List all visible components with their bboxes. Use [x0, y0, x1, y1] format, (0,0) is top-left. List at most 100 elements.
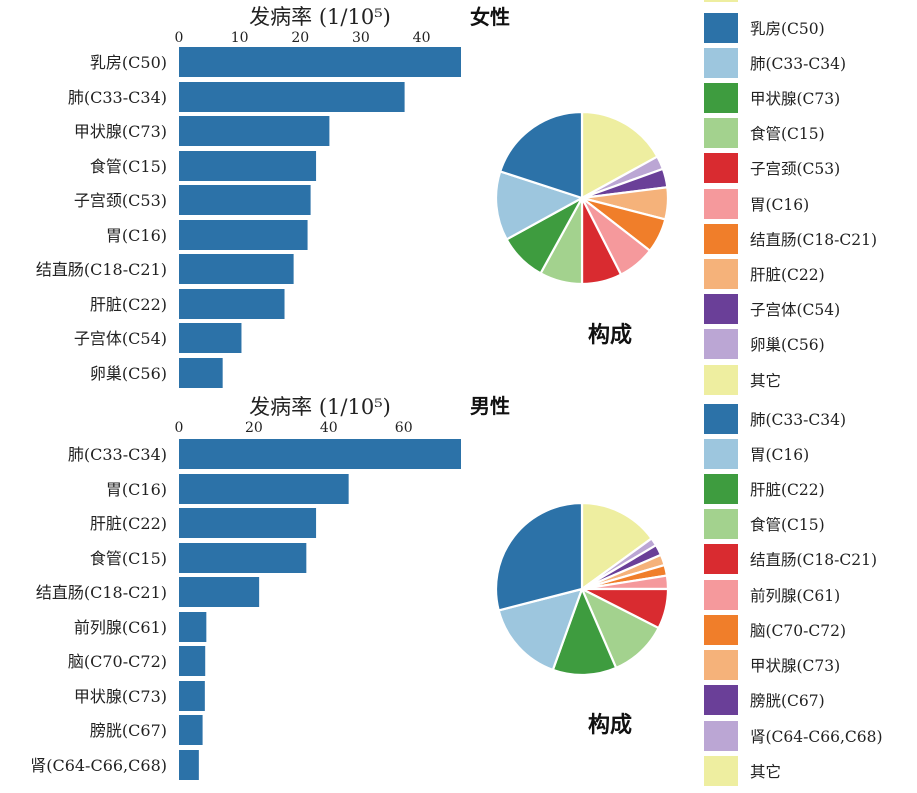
legend-swatch — [704, 153, 738, 183]
pie-title: 构成 — [588, 712, 632, 738]
bar — [179, 439, 461, 469]
bar — [179, 185, 311, 215]
legend-swatch — [704, 650, 738, 680]
legend-swatch — [704, 365, 738, 395]
bar — [179, 750, 199, 780]
legend-label: 肝脏(C22) — [750, 266, 825, 284]
bar — [179, 577, 260, 607]
category-label: 结直肠(C18-C21) — [36, 260, 167, 279]
category-label: 甲状腺(C73) — [74, 122, 167, 141]
category-label: 胃(C16) — [106, 480, 167, 499]
bar — [179, 151, 317, 181]
category-label: 肾(C64-C66,C68) — [30, 756, 167, 775]
pie-slice — [551, 586, 618, 677]
category-label: 肺(C33-C34) — [68, 445, 167, 464]
legend-label: 甲状腺(C73) — [750, 657, 840, 675]
category-label: 甲状腺(C73) — [74, 687, 167, 706]
legend-label: 子宫颈(C53) — [750, 160, 840, 178]
x-tick-label: 20 — [245, 420, 263, 436]
legend-label: 乳房(C50) — [750, 20, 825, 38]
category-label: 胃(C16) — [106, 226, 167, 245]
legend-swatch — [704, 83, 738, 113]
legend-swatch — [704, 685, 738, 715]
bar — [179, 543, 307, 573]
bar — [179, 47, 461, 77]
x-tick-label: 0 — [175, 420, 184, 436]
bar — [179, 323, 242, 353]
legend-swatch — [704, 259, 738, 289]
x-tick-label: 40 — [413, 30, 431, 46]
legend-label: 其它 — [750, 763, 781, 781]
category-label: 肝脏(C22) — [90, 295, 167, 314]
legend-swatch — [704, 224, 738, 254]
bar — [179, 289, 285, 319]
legend-swatch — [704, 580, 738, 610]
legend-label: 肺(C33-C34) — [750, 411, 846, 429]
pie-slice — [580, 501, 654, 592]
group-label: 女性 — [470, 5, 510, 29]
bar — [179, 508, 317, 538]
x-tick-label: 10 — [231, 30, 249, 46]
pie-slice — [580, 110, 659, 200]
x-tick-label: 20 — [291, 30, 309, 46]
legend-swatch — [704, 474, 738, 504]
legend-swatch — [704, 509, 738, 539]
bar — [179, 474, 349, 504]
legend-label: 胃(C16) — [750, 446, 809, 464]
x-axis-title: 发病率 (1/10⁵) — [249, 395, 391, 419]
legend-label: 胃(C16) — [750, 196, 809, 214]
x-tick-label: 0 — [175, 30, 184, 46]
bar — [179, 646, 206, 676]
category-label: 结直肠(C18-C21) — [36, 583, 167, 602]
legend-swatch — [704, 756, 738, 786]
bar — [179, 612, 207, 642]
bar — [179, 220, 308, 250]
legend-label: 结直肠(C18-C21) — [750, 551, 877, 569]
pie-slice — [498, 110, 584, 200]
pie-slice — [497, 587, 584, 672]
category-label: 卵巢(C56) — [90, 364, 167, 383]
category-label: 子宫颈(C53) — [74, 191, 167, 210]
bar — [179, 681, 205, 711]
legend-swatch-clipped — [704, 0, 738, 2]
legend-label: 肾(C64-C66,C68) — [750, 728, 883, 746]
legend-swatch — [704, 118, 738, 148]
legend-label: 食管(C15) — [750, 125, 825, 143]
category-label: 食管(C15) — [90, 157, 167, 176]
legend-label: 子宫体(C54) — [750, 301, 840, 319]
x-tick-label: 60 — [395, 420, 413, 436]
legend-swatch — [704, 544, 738, 574]
category-label: 膀胱(C67) — [90, 721, 167, 740]
category-label: 乳房(C50) — [90, 53, 167, 72]
pie-slice — [494, 170, 585, 241]
legend-swatch — [704, 294, 738, 324]
category-label: 前列腺(C61) — [74, 618, 167, 637]
legend-label: 其它 — [750, 372, 781, 390]
bar — [179, 116, 330, 146]
legend-swatch — [704, 329, 738, 359]
pie-title: 构成 — [588, 322, 632, 348]
x-axis-title: 发病率 (1/10⁵) — [249, 5, 391, 29]
category-label: 肝脏(C22) — [90, 514, 167, 533]
category-label: 子宫体(C54) — [74, 329, 167, 348]
category-label: 食管(C15) — [90, 549, 167, 568]
legend-label: 肝脏(C22) — [750, 481, 825, 499]
legend-label: 卵巢(C56) — [750, 336, 825, 354]
legend-swatch — [704, 721, 738, 751]
legend-label: 肺(C33-C34) — [750, 55, 846, 73]
legend-label: 结直肠(C18-C21) — [750, 231, 877, 249]
legend-label: 前列腺(C61) — [750, 587, 840, 605]
legend-label: 膀胱(C67) — [750, 692, 825, 710]
bar — [179, 715, 203, 745]
bar — [179, 254, 294, 284]
category-label: 肺(C33-C34) — [68, 88, 167, 107]
legend-swatch — [704, 13, 738, 43]
category-label: 脑(C70-C72) — [68, 652, 167, 671]
legend-swatch — [704, 404, 738, 434]
legend-label: 食管(C15) — [750, 516, 825, 534]
legend-swatch — [704, 48, 738, 78]
legend-swatch — [704, 615, 738, 645]
x-tick-label: 30 — [352, 30, 370, 46]
legend-label: 脑(C70-C72) — [750, 622, 846, 640]
